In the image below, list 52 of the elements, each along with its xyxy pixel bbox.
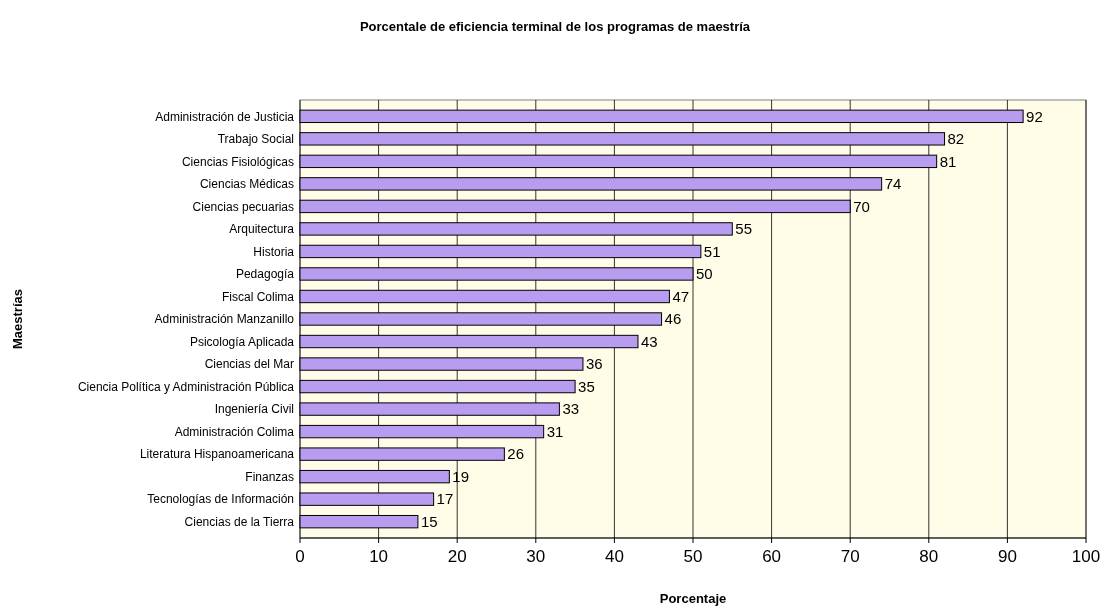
data-label: 15 (420, 512, 438, 530)
data-label: 55 (735, 220, 752, 238)
x-tick-label: 20 (447, 547, 467, 566)
y-tick-label: Ingeniería Civil (214, 402, 294, 417)
y-tick-label: Arquitectura (229, 222, 295, 237)
x-tick-label: 80 (919, 547, 939, 566)
x-tick-label: 30 (526, 547, 546, 566)
y-tick-label: Ciencias Médicas (199, 177, 294, 192)
y-tick-label: Ciencias Fisiológicas (181, 154, 294, 169)
y-tick-label: Ciencias pecuarias (192, 199, 294, 214)
y-tick-label: Literatura Hispanoamericana (139, 447, 295, 462)
x-tick-label: 10 (369, 547, 389, 566)
y-tick-label: Ciencias de la Tierra (184, 514, 295, 529)
data-label: 82 (947, 130, 965, 148)
y-tick-label: Administración Colima (174, 424, 295, 439)
y-tick-label: Fiscal Colima (221, 289, 295, 304)
y-tick-label: Administración de Justicia (155, 109, 295, 124)
x-tick-label: 60 (762, 547, 782, 566)
x-tick-label: 40 (604, 547, 624, 566)
data-label: 19 (452, 467, 470, 485)
data-label: 92 (1026, 107, 1043, 125)
data-label: 46 (664, 310, 682, 328)
y-axis-title: Maestrías (10, 289, 25, 349)
data-label: 33 (562, 400, 580, 418)
data-label: 74 (884, 175, 902, 193)
data-label: 50 (696, 265, 713, 283)
y-tick-label: Psicología Aplicada (189, 334, 295, 349)
chart-title: Porcentale de eficiencia terminal de los programas de maestría (359, 19, 751, 34)
data-label: 81 (939, 152, 957, 170)
x-tick-label: 50 (683, 547, 703, 566)
y-tick-label: Finanzas (245, 469, 294, 484)
x-tick-label: 90 (997, 547, 1017, 566)
data-label: 35 (578, 377, 595, 395)
data-label: 70 (853, 197, 870, 215)
y-tick-label: Administración Manzanillo (154, 312, 295, 327)
data-label: 36 (585, 355, 603, 373)
x-tick-label: 100 (1071, 547, 1101, 566)
data-label: 47 (672, 287, 690, 305)
y-tick-label: Pedagogía (235, 267, 295, 282)
x-tick-label: 0 (295, 547, 305, 566)
data-label: 51 (703, 242, 721, 260)
data-label: 17 (436, 490, 454, 508)
y-tick-label: Trabajo Social (217, 132, 294, 147)
x-tick-label: 70 (840, 547, 860, 566)
x-axis-title: Porcentaje (659, 591, 727, 606)
data-label: 31 (546, 422, 564, 440)
data-label: 43 (640, 332, 658, 350)
y-tick-label: Tecnologías de Información (147, 492, 294, 507)
y-tick-label: Ciencia Política y Administración Pública (77, 379, 295, 394)
data-label: 26 (507, 445, 525, 463)
y-tick-label: Historia (253, 244, 295, 259)
y-tick-label: Ciencias del Mar (204, 357, 294, 372)
